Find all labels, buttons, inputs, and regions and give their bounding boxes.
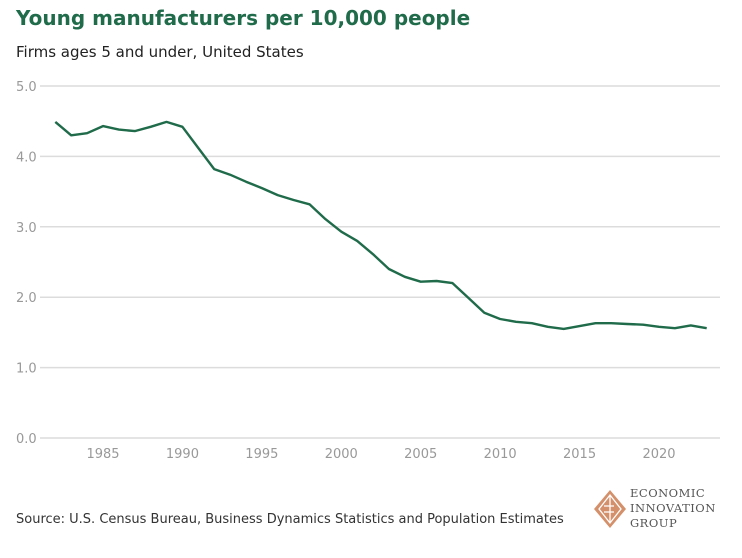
source-note: Source: U.S. Census Bureau, Business Dyn…	[16, 512, 564, 527]
x-tick-label: 1985	[86, 447, 119, 462]
logo-text-line1: ECONOMIC	[630, 486, 706, 500]
logo-text-line3: GROUP	[630, 516, 678, 530]
y-tick-label: 4.0	[16, 150, 37, 165]
chart-title: Young manufacturers per 10,000 people	[16, 6, 471, 30]
x-tick-label: 2020	[642, 447, 675, 462]
logo-diamond-icon	[594, 490, 626, 528]
y-tick-label: 5.0	[16, 80, 37, 95]
y-tick-label: 1.0	[16, 362, 37, 377]
logo-text-line2: INNOVATION	[630, 501, 716, 515]
y-tick-label: 0.0	[16, 432, 37, 447]
x-tick-label: 2005	[404, 447, 437, 462]
economic-innovation-group-logo: ECONOMIC INNOVATION GROUP	[592, 486, 732, 532]
x-tick-label: 2000	[325, 447, 358, 462]
y-tick-label: 3.0	[16, 221, 37, 236]
series-line	[54, 120, 707, 331]
y-tick-label: 2.0	[16, 291, 37, 306]
x-tick-label: 1995	[245, 447, 278, 462]
chart-subtitle: Firms ages 5 and under, United States	[16, 43, 304, 61]
x-tick-label: 2015	[563, 447, 596, 462]
x-tick-label: 1990	[166, 447, 199, 462]
x-tick-label: 2010	[484, 447, 517, 462]
